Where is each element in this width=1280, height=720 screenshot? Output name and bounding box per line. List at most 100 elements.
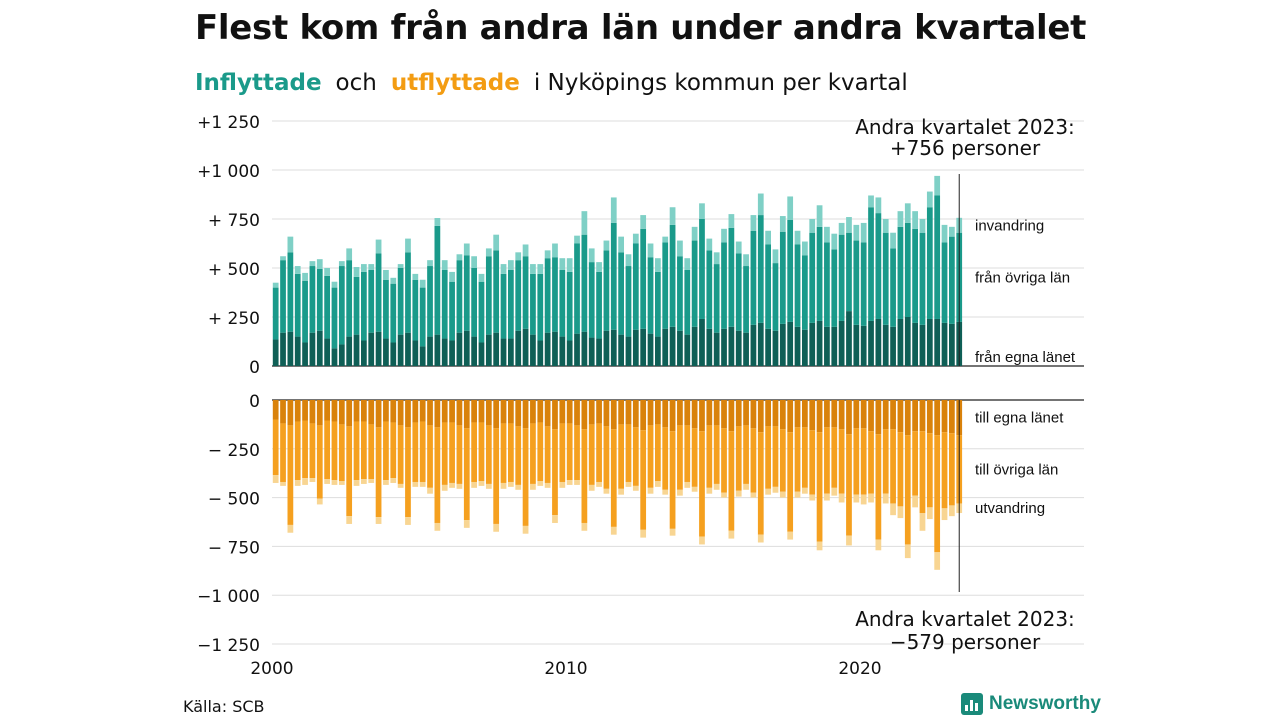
bar-outflow-2 <box>647 487 654 494</box>
bar-inflow-1 <box>743 266 749 333</box>
bar-outflow-0 <box>603 400 610 427</box>
bar-outflow-2 <box>824 493 830 501</box>
bar-inflow-1 <box>728 227 735 327</box>
bar-inflow-2 <box>669 207 676 225</box>
bar-inflow-0 <box>949 323 955 366</box>
bar-outflow-1 <box>405 427 411 518</box>
bar-outflow-2 <box>596 481 602 487</box>
bar-inflow-2 <box>890 232 896 249</box>
bar-outflow-0 <box>846 400 852 435</box>
bar-outflow-0 <box>772 400 779 427</box>
bar-outflow-0 <box>368 400 375 425</box>
bar-outflow-2 <box>632 485 639 491</box>
bar-inflow-1 <box>809 232 816 323</box>
bar-inflow-1 <box>934 195 941 319</box>
bar-outflow-0 <box>537 400 544 423</box>
bar-outflow-2 <box>390 478 397 483</box>
bar-inflow-2 <box>632 233 639 244</box>
y-tick-label-top: +1 000 <box>197 162 260 182</box>
bar-outflow-1 <box>515 426 522 485</box>
bar-inflow-0 <box>912 322 918 366</box>
bar-outflow-0 <box>853 400 860 429</box>
bar-outflow-2 <box>912 495 918 508</box>
bar-inflow-1 <box>735 253 742 331</box>
y-tick-label-bottom: − 250 <box>208 441 260 461</box>
bar-inflow-0 <box>456 332 463 366</box>
bar-inflow-1 <box>427 266 433 337</box>
bar-inflow-2 <box>853 224 860 241</box>
bar-outflow-1 <box>706 425 713 488</box>
bar-outflow-1 <box>463 428 470 521</box>
bar-outflow-2 <box>566 480 573 485</box>
bar-outflow-1 <box>449 422 455 483</box>
bar-inflow-1 <box>471 268 477 337</box>
y-tick-label-bottom: −1 250 <box>197 636 260 656</box>
bar-inflow-2 <box>713 252 720 265</box>
bar-inflow-2 <box>743 254 749 267</box>
bar-outflow-0 <box>691 400 698 429</box>
segment-label-top: från övriga län <box>975 269 1070 286</box>
bar-outflow-0 <box>397 400 404 426</box>
bar-outflow-0 <box>802 400 808 428</box>
bar-outflow-2 <box>699 536 705 545</box>
bar-outflow-0 <box>280 400 286 424</box>
bar-outflow-2 <box>875 539 882 551</box>
bar-inflow-0 <box>934 318 941 366</box>
bar-outflow-1 <box>390 422 397 479</box>
bar-inflow-1 <box>530 273 536 335</box>
bar-outflow-2 <box>787 531 794 540</box>
bar-inflow-0 <box>757 322 764 366</box>
bar-outflow-1 <box>941 432 948 509</box>
bar-inflow-0 <box>515 330 522 366</box>
bar-outflow-1 <box>890 429 896 504</box>
bar-inflow-0 <box>346 336 353 366</box>
bar-inflow-2 <box>552 243 558 258</box>
bar-outflow-1 <box>816 432 823 542</box>
bar-inflow-1 <box>632 243 639 330</box>
bar-inflow-1 <box>478 281 485 343</box>
bar-outflow-2 <box>897 506 904 519</box>
bar-outflow-1 <box>691 428 698 487</box>
bar-outflow-0 <box>375 400 382 428</box>
bar-inflow-2 <box>383 269 389 280</box>
bar-inflow-1 <box>338 266 345 345</box>
bar-outflow-1 <box>794 427 801 492</box>
bar-outflow-0 <box>493 400 500 429</box>
bar-outflow-2 <box>618 488 624 495</box>
bar-outflow-2 <box>280 481 286 486</box>
bar-outflow-0 <box>566 400 573 424</box>
bar-inflow-2 <box>809 219 816 233</box>
bar-inflow-2 <box>735 241 742 254</box>
bar-inflow-1 <box>596 271 602 339</box>
bar-outflow-2 <box>588 484 595 491</box>
bar-inflow-1 <box>904 222 911 317</box>
bar-outflow-1 <box>294 421 301 481</box>
bar-outflow-2 <box>860 494 867 505</box>
bar-inflow-1 <box>860 242 867 326</box>
bar-inflow-0 <box>302 342 308 366</box>
bar-inflow-0 <box>904 317 911 366</box>
bar-inflow-0 <box>684 334 691 366</box>
bar-outflow-2 <box>552 515 558 523</box>
bar-inflow-2 <box>427 260 433 267</box>
bar-outflow-1 <box>684 425 691 482</box>
bar-outflow-1 <box>338 424 345 482</box>
chart-title: Flest kom från andra län under andra kva… <box>195 8 1087 48</box>
bar-outflow-2 <box>684 481 691 488</box>
bar-inflow-2 <box>361 264 367 272</box>
bar-inflow-1 <box>824 242 830 327</box>
bar-inflow-2 <box>324 268 330 276</box>
newsworthy-logo: Newsworthy <box>961 693 1101 715</box>
bar-inflow-1 <box>566 271 573 341</box>
bar-outflow-0 <box>574 400 580 426</box>
bar-inflow-0 <box>647 333 654 366</box>
bar-outflow-2 <box>456 483 463 489</box>
bar-inflow-2 <box>441 260 448 270</box>
bar-inflow-2 <box>397 264 404 268</box>
bar-inflow-0 <box>699 318 705 366</box>
bar-inflow-0 <box>831 326 838 366</box>
bar-inflow-0 <box>713 332 720 366</box>
bar-outflow-0 <box>272 400 279 420</box>
bar-outflow-2 <box>441 484 448 491</box>
bar-inflow-0 <box>875 318 882 366</box>
